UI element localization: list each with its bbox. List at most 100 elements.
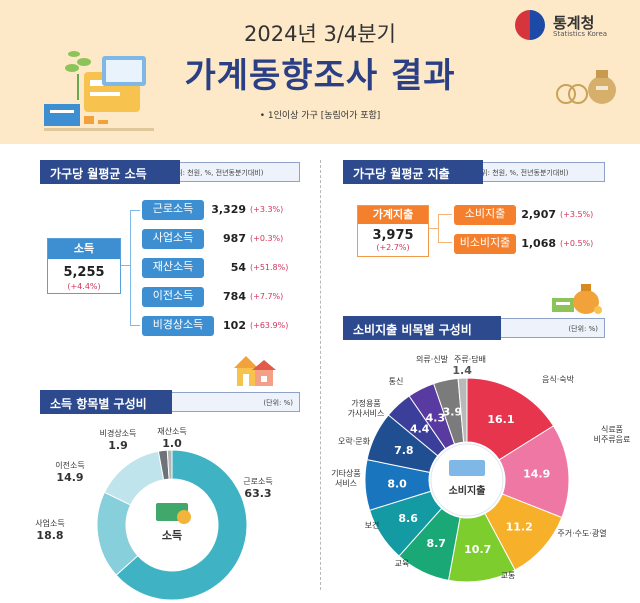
spending-item-value: 1,068: [521, 237, 556, 250]
income-item-value: 102: [223, 319, 246, 332]
spending-total-label: 가계지출: [358, 206, 428, 224]
report-period: 2024년 3/4분기: [244, 22, 396, 46]
income-slice-value: 63.3: [244, 487, 271, 500]
income-total-box: 소득 5,255 (+4.4%): [47, 238, 121, 294]
income-item-row: 사업소득 987 (+0.3%): [142, 229, 312, 249]
finance-illustration-icon: [44, 51, 154, 131]
consumption-slice-value: 4.4: [410, 422, 430, 435]
consumption-composition-header: (단위: %) 소비지출 비목별 구성비: [343, 316, 605, 340]
consumption-slice-value: 14.9: [523, 468, 550, 481]
consumption-slice-value: 8.6: [398, 512, 418, 525]
income-slice-label: 사업소득: [35, 519, 64, 528]
income-item-label: 사업소득: [142, 229, 204, 249]
consumption-slice-label: 교통: [501, 571, 516, 580]
income-item-label: 이전소득: [142, 287, 204, 307]
household-note: • 1인이상 가구 [농림어가 포함]: [259, 111, 381, 121]
spending-item-label: 소비지출: [454, 205, 516, 225]
logo-english-name: Statistics Korea: [553, 30, 608, 38]
consumption-slice-label: 주류·담배: [454, 354, 486, 364]
income-composition-header: (단위: %) 소득 항목별 구성비: [40, 390, 300, 414]
receipt-icon: [449, 460, 485, 476]
consumption-slice-value: 3.9: [443, 406, 463, 419]
spending-unit: (단위: 천원, %, 전년동분기대비): [465, 162, 605, 182]
income-item-label: 비경상소득: [142, 316, 214, 336]
income-item-change: (+7.7%): [250, 292, 284, 301]
spending-connector: [438, 214, 452, 243]
consumption-slice: [498, 425, 570, 519]
page-title: 가계동향조사 결과: [184, 56, 456, 96]
spending-item-change: (+0.5%): [560, 239, 594, 248]
income-unit: (단위: 천원, %, 전년동분기대비): [160, 162, 300, 182]
income-slice-label: 근로소득: [243, 477, 272, 486]
houses-illustration-icon: [234, 356, 276, 386]
consumption-slice-value: 11.2: [506, 521, 533, 534]
spending-total-box: 가계지출 3,975 (+2.7%): [357, 205, 429, 257]
income-slice-label: 재산소득: [157, 426, 186, 436]
income-slice-label: 이전소득: [55, 460, 84, 470]
income-item-row: 이전소득 784 (+7.7%): [142, 287, 312, 307]
header-banner: 2024년 3/4분기 가계동향조사 결과 • 1인이상 가구 [농림어가 포함…: [0, 0, 640, 144]
consumption-slice-label: 비주류음료: [594, 435, 631, 444]
statistics-korea-logo: 통계청 Statistics Korea: [515, 10, 635, 44]
income-slice: [115, 449, 248, 601]
consumption-slice-label: 기타상품: [331, 468, 360, 478]
spending-total-value: 3,975: [372, 228, 414, 243]
income-total-change: (+4.4%): [67, 282, 101, 291]
consumption-slice-label: 통신: [389, 377, 404, 386]
consumption-slice-value: 1.4: [452, 364, 472, 377]
coin-icon: [177, 510, 191, 524]
logo-name: 통계청: [553, 14, 595, 32]
taegeuk-icon: [515, 10, 545, 40]
income-item-label: 근로소득: [142, 200, 204, 220]
income-item-change: (+0.3%): [250, 234, 284, 243]
income-section-title: 가구당 월평균 소득: [40, 160, 180, 184]
money-bag-illustration-icon: [552, 284, 602, 314]
spending-section-header: (단위: 천원, %, 전년동분기대비) 가구당 월평균 지출: [343, 160, 605, 184]
income-item-row: 비경상소득 102 (+63.9%): [142, 316, 312, 336]
coins-illustration-icon: [556, 70, 616, 104]
consumption-slice-label: 오락·문화: [338, 436, 371, 446]
income-slice-label: 비경상소득: [100, 428, 137, 438]
consumption-slice-label: 음식·숙박: [542, 374, 575, 384]
income-slice-value: 1.9: [108, 439, 128, 452]
consumption-center-circle: [430, 443, 504, 517]
income-item-change: (+51.8%): [250, 263, 289, 272]
consumption-slice-label: 의류·신발: [416, 354, 449, 364]
spending-item-value: 2,907: [521, 208, 556, 221]
spending-item-label: 비소비지출: [454, 234, 516, 254]
consumption-slice-value: 8.7: [426, 537, 446, 550]
consumption-slice-value: 8.0: [387, 478, 407, 491]
consumption-slice-label: 서비스: [335, 479, 357, 488]
income-item-value: 3,329: [211, 203, 246, 216]
income-total-value: 5,255: [63, 265, 105, 280]
consumption-composition-title: 소비지출 비목별 구성비: [343, 316, 501, 340]
consumption-slice: [457, 377, 468, 443]
consumption-slice-label: 보건: [365, 520, 380, 530]
income-slice-value: 1.0: [162, 437, 182, 450]
consumption-slice-value: 10.7: [464, 543, 491, 556]
spending-total-change: (+2.7%): [376, 243, 410, 252]
consumption-slice-value: 7.8: [394, 444, 414, 457]
income-item-value: 987: [223, 232, 246, 245]
consumption-composition-unit: (단위: %): [498, 318, 605, 338]
income-item-value: 784: [223, 290, 246, 303]
income-composition-title: 소득 항목별 구성비: [40, 390, 172, 414]
income-item-change: (+63.9%): [250, 321, 289, 330]
income-connector-stem: [121, 265, 130, 266]
spending-connector-stem: [429, 228, 438, 229]
income-slice: [166, 449, 173, 480]
spending-item-change: (+3.5%): [560, 210, 594, 219]
income-item-row: 재산소득 54 (+51.8%): [142, 258, 312, 278]
consumption-center-label: 소비지출: [449, 484, 486, 497]
consumption-slice-label: 식료품: [601, 425, 623, 434]
income-item-change: (+3.3%): [250, 205, 284, 214]
income-composition-unit: (단위: %): [160, 392, 300, 412]
spending-item-row: 소비지출 2,907 (+3.5%): [454, 205, 604, 225]
income-section-header: (단위: 천원, %, 전년동분기대비) 가구당 월평균 소득: [40, 160, 300, 184]
income-item-value: 54: [230, 261, 246, 274]
consumption-slice-label: 가사서비스: [348, 409, 385, 418]
consumption-slice-label: 가정용품: [351, 398, 380, 408]
